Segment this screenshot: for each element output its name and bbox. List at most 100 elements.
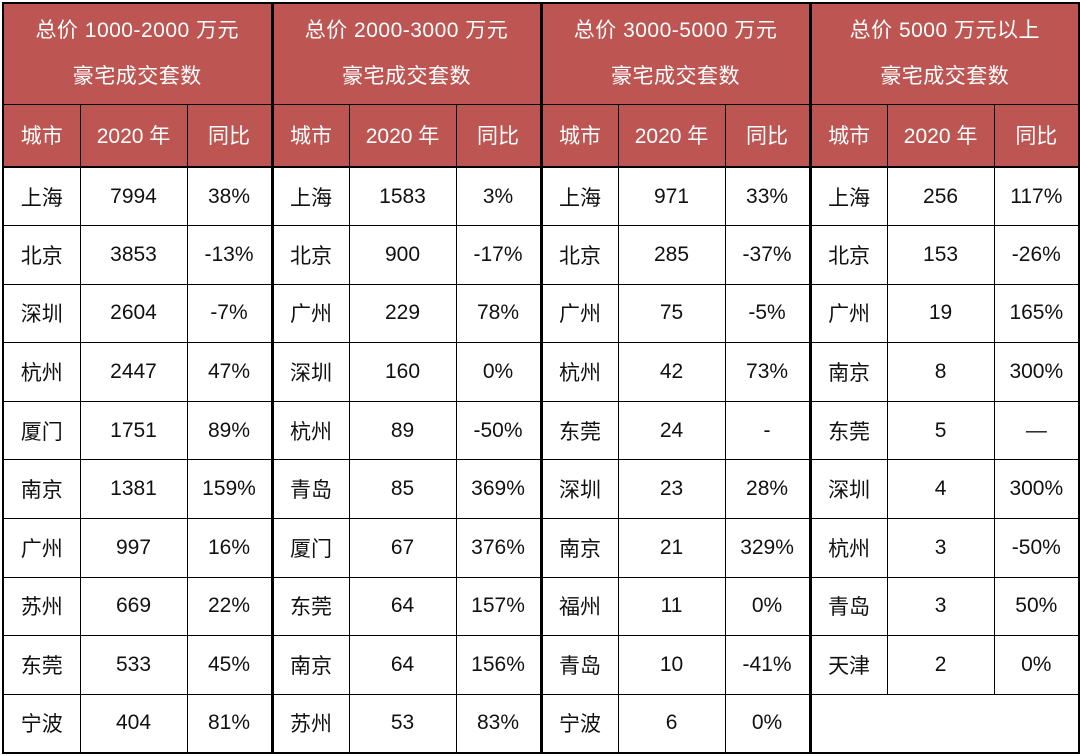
- city-cell: 苏州: [2, 576, 81, 637]
- yoy-cell: 165%: [993, 283, 1080, 344]
- yoy-cell: 38%: [186, 166, 273, 227]
- group-title-line1: 总价 5000 万元以上: [849, 18, 1040, 42]
- yoy-cell: 47%: [186, 342, 273, 402]
- count-cell: 64: [348, 635, 457, 695]
- city-column-header: 城市: [2, 103, 81, 168]
- yoy-cell: 157%: [455, 576, 542, 637]
- city-cell: 广州: [270, 283, 350, 344]
- table-row: 深圳 2604 -7% 广州 229 78% 广州 75 -5% 广州 19 165%: [2, 283, 1080, 344]
- city-cell: 宁波: [2, 693, 81, 754]
- yoy-cell: 329%: [724, 518, 811, 578]
- count-cell: 21: [617, 518, 726, 578]
- city-cell: 北京: [2, 225, 81, 285]
- city-cell: 广州: [808, 283, 888, 344]
- yoy-cell: 0%: [455, 342, 542, 402]
- count-cell: 23: [617, 459, 726, 520]
- city-cell: 上海: [808, 166, 888, 227]
- count-cell: 997: [79, 518, 188, 578]
- count-cell: 229: [348, 283, 457, 344]
- city-cell: 天津: [808, 635, 888, 695]
- city-cell: 厦门: [2, 400, 81, 461]
- year-column-header: 2020 年: [79, 103, 188, 168]
- city-cell: 广州: [539, 283, 619, 344]
- yoy-cell: 0%: [724, 693, 811, 754]
- count-cell: 160: [348, 342, 457, 402]
- city-cell: 杭州: [2, 342, 81, 402]
- table-row: 南京 1381 159% 青岛 85 369% 深圳 23 28% 深圳 4 300%: [2, 459, 1080, 520]
- count-cell: 85: [348, 459, 457, 520]
- group-title: 总价 2000-3000 万元 豪宅成交套数: [270, 2, 542, 105]
- city-cell: 南京: [270, 635, 350, 695]
- city-cell: 青岛: [270, 459, 350, 520]
- yoy-cell: 50%: [993, 576, 1080, 637]
- count-cell: 669: [79, 576, 188, 637]
- count-cell: 7994: [79, 166, 188, 227]
- yoy-cell: -: [724, 400, 811, 461]
- count-cell: 2447: [79, 342, 188, 402]
- city-cell: 广州: [2, 518, 81, 578]
- year-column-header: 2020 年: [886, 103, 995, 168]
- count-cell: 533: [79, 635, 188, 695]
- yoy-cell: 16%: [186, 518, 273, 578]
- city-cell: 上海: [539, 166, 619, 227]
- count-cell: 10: [617, 635, 726, 695]
- yoy-cell: 369%: [455, 459, 542, 520]
- city-cell: 南京: [808, 342, 888, 402]
- yoy-column-header: 同比: [455, 103, 542, 168]
- yoy-cell: 0%: [993, 635, 1080, 695]
- count-cell: 11: [617, 576, 726, 637]
- city-column-header: 城市: [270, 103, 350, 168]
- group-title-line2: 豪宅成交套数: [72, 64, 202, 88]
- table-row: 厦门 1751 89% 杭州 89 -50% 东莞 24- 东莞 5—: [2, 400, 1080, 461]
- group-title: 总价 5000 万元以上 豪宅成交套数: [808, 2, 1080, 105]
- table-row: 广州 997 16% 厦门 67 376% 南京 21 329% 杭州 3 -50%: [2, 518, 1080, 578]
- city-column-header: 城市: [808, 103, 888, 168]
- count-cell: 3: [886, 576, 995, 637]
- yoy-cell: 45%: [186, 635, 273, 695]
- yoy-cell: 33%: [724, 166, 811, 227]
- yoy-column-header: 同比: [186, 103, 273, 168]
- city-cell: 苏州: [270, 693, 350, 754]
- city-column-header: 城市: [539, 103, 619, 168]
- yoy-cell: -37%: [724, 225, 811, 285]
- count-cell: 1381: [79, 459, 188, 520]
- count-cell: 5: [886, 400, 995, 461]
- group-title-line1: 总价 3000-5000 万元: [573, 18, 778, 42]
- city-cell: 深圳: [808, 459, 888, 520]
- city-cell: 青岛: [539, 635, 619, 695]
- yoy-cell: 89%: [186, 400, 273, 461]
- count-cell: 4: [886, 459, 995, 520]
- yoy-cell: 159%: [186, 459, 273, 520]
- city-cell: 杭州: [270, 400, 350, 461]
- yoy-cell: 78%: [455, 283, 542, 344]
- count-cell: 6: [617, 693, 726, 754]
- yoy-column-header: 同比: [724, 103, 811, 168]
- count-cell: 64: [348, 576, 457, 637]
- city-cell: 福州: [539, 576, 619, 637]
- city-cell: 上海: [270, 166, 350, 227]
- table-body: 上海 7994 38% 上海 1583 3% 上海 971 33% 上海 256 117% 北京 3853…: [2, 166, 1080, 754]
- city-cell: 南京: [539, 518, 619, 578]
- empty-cell: [808, 693, 1080, 754]
- yoy-cell: 117%: [993, 166, 1080, 227]
- yoy-cell: 3%: [455, 166, 542, 227]
- count-cell: 404: [79, 693, 188, 754]
- table-row: 东莞 533 45% 南京 64 156% 青岛 10 -41% 天津 2 0%: [2, 635, 1080, 695]
- city-cell: 深圳: [270, 342, 350, 402]
- count-cell: 1751: [79, 400, 188, 461]
- city-cell: 东莞: [808, 400, 888, 461]
- city-cell: 深圳: [539, 459, 619, 520]
- table-row: 杭州 2447 47% 深圳 160 0% 杭州 42 73% 南京 8 300%: [2, 342, 1080, 402]
- count-cell: 971: [617, 166, 726, 227]
- yoy-cell: -5%: [724, 283, 811, 344]
- city-cell: 东莞: [539, 400, 619, 461]
- count-cell: 3: [886, 518, 995, 578]
- city-cell: 北京: [270, 225, 350, 285]
- yoy-cell: 300%: [993, 459, 1080, 520]
- count-cell: 19: [886, 283, 995, 344]
- yoy-cell: 22%: [186, 576, 273, 637]
- city-cell: 东莞: [270, 576, 350, 637]
- yoy-cell: 83%: [455, 693, 542, 754]
- city-cell: 北京: [808, 225, 888, 285]
